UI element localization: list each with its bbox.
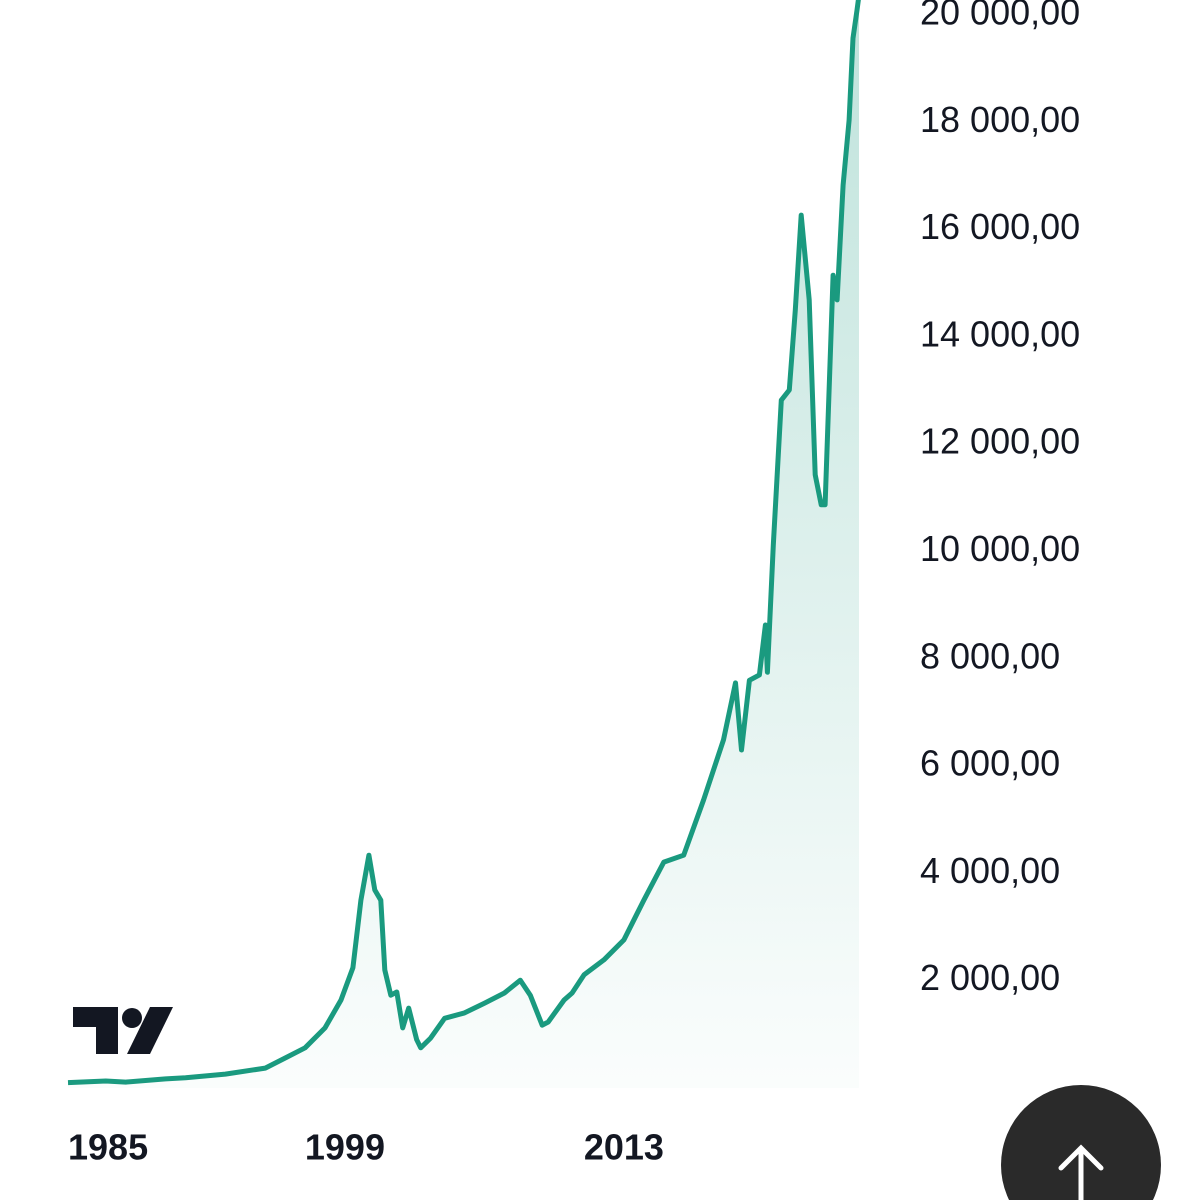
scroll-top-button[interactable] xyxy=(1001,1085,1161,1200)
area-fill xyxy=(67,0,860,1088)
y-tick-label: 16 000,00 xyxy=(920,206,1080,247)
y-tick-label: 10 000,00 xyxy=(920,528,1080,569)
y-tick-label: 8 000,00 xyxy=(920,635,1060,676)
x-tick-label: 1985 xyxy=(68,1127,148,1168)
y-tick-label: 6 000,00 xyxy=(920,743,1060,784)
price-line xyxy=(67,0,861,1086)
y-tick-label: 12 000,00 xyxy=(920,421,1080,462)
y-tick-label: 4 000,00 xyxy=(920,850,1060,891)
y-tick-label: 20 000,00 xyxy=(920,0,1080,33)
x-tick-label: 2013 xyxy=(584,1127,664,1168)
tradingview-logo xyxy=(73,1007,173,1054)
y-tick-label: 14 000,00 xyxy=(920,313,1080,354)
y-tick-label: 18 000,00 xyxy=(920,99,1080,140)
y-tick-label: 2 000,00 xyxy=(920,957,1060,998)
x-tick-label: 1999 xyxy=(305,1127,385,1168)
